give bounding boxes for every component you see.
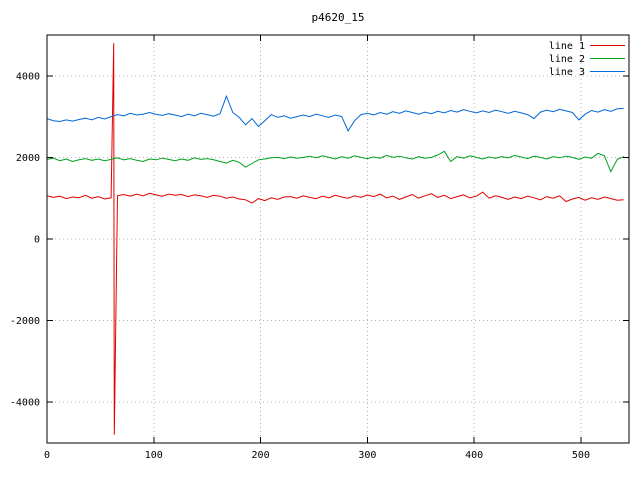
y-tick-label: 0: [34, 235, 40, 246]
legend-label: line 1: [549, 41, 585, 52]
x-tick-label: 500: [572, 450, 590, 461]
x-tick-label: 0: [44, 450, 50, 461]
x-tick-label: 200: [252, 450, 270, 461]
axis-ticks: [46, 35, 629, 443]
y-tick-label: 4000: [16, 71, 40, 82]
legend-label: line 3: [549, 67, 585, 78]
legend-label: line 2: [549, 54, 585, 65]
x-tick-label: 400: [465, 450, 483, 461]
series-line-1: [47, 43, 624, 435]
plot-border: [46, 34, 630, 444]
grid: [47, 35, 629, 443]
series-line-2: [47, 150, 624, 173]
chart-title: p4620_15: [311, 11, 365, 24]
legend: line 1 line 2 line 3: [549, 41, 625, 78]
y-tick-label: -2000: [10, 316, 40, 327]
y-tick-label: -4000: [10, 398, 40, 409]
y-tick-label: 2000: [16, 153, 40, 164]
axis-tick-labels: 0 100 200 300 400 500 -4000 -2000 0 2000 4000: [10, 71, 590, 461]
x-tick-label: 100: [145, 450, 163, 461]
x-tick-label: 300: [358, 450, 376, 461]
series-line-3: [47, 94, 624, 132]
